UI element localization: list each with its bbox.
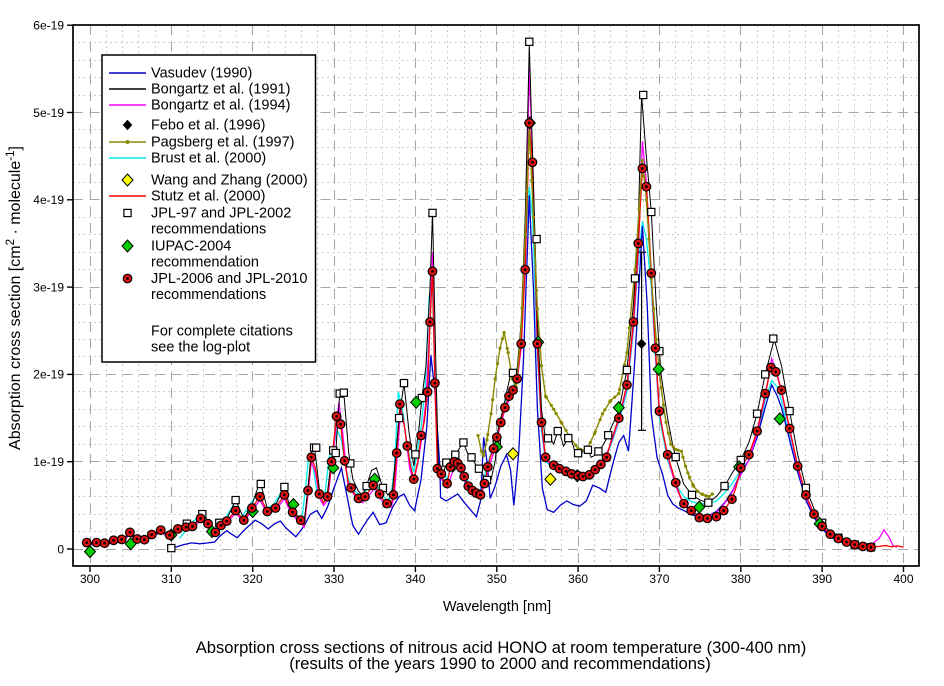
svg-text:Brust et al. (2000): Brust et al. (2000): [151, 151, 266, 167]
svg-text:Absorption cross sections of n: Absorption cross sections of nitrous aci…: [196, 638, 807, 657]
svg-text:Wang and Zhang (2000): Wang and Zhang (2000): [151, 173, 308, 189]
svg-text:Vasudev (1990): Vasudev (1990): [151, 66, 252, 82]
svg-text:Febo et al. (1996): Febo et al. (1996): [151, 118, 265, 134]
svg-text:Bongartz et al. (1994): Bongartz et al. (1994): [151, 98, 290, 114]
svg-text:recommendations: recommendations: [151, 287, 266, 303]
svg-text:recommendations: recommendations: [151, 222, 266, 238]
svg-text:360: 360: [568, 572, 588, 586]
svg-text:IUPAC-2004: IUPAC-2004: [151, 239, 231, 255]
svg-text:recommendation: recommendation: [151, 255, 259, 271]
svg-text:390: 390: [812, 572, 832, 586]
svg-text:For complete citations: For complete citations: [151, 324, 293, 340]
svg-text:Stutz et al. (2000): Stutz et al. (2000): [151, 189, 265, 205]
svg-text:Bongartz et al. (1991): Bongartz et al. (1991): [151, 82, 290, 98]
svg-text:Wavelength [nm]: Wavelength [nm]: [443, 599, 551, 615]
svg-text:400: 400: [893, 572, 913, 586]
svg-text:370: 370: [649, 572, 669, 586]
svg-text:1e-19: 1e-19: [33, 455, 64, 469]
svg-text:3e-19: 3e-19: [33, 280, 64, 294]
svg-text:380: 380: [731, 572, 751, 586]
svg-text:0: 0: [57, 542, 64, 556]
svg-text:320: 320: [243, 572, 263, 586]
svg-text:300: 300: [80, 572, 100, 586]
svg-text:340: 340: [405, 572, 425, 586]
svg-text:6e-19: 6e-19: [33, 19, 64, 33]
svg-text:(results of the years 1990 to: (results of the years 1990 to 2000 and r…: [289, 654, 711, 673]
svg-text:4e-19: 4e-19: [33, 193, 64, 207]
svg-text:2e-19: 2e-19: [33, 368, 64, 382]
svg-text:350: 350: [487, 572, 507, 586]
svg-text:5e-19: 5e-19: [33, 106, 64, 120]
svg-text:Pagsberg et al. (1997): Pagsberg et al. (1997): [151, 135, 294, 151]
svg-text:JPL-97 and JPL-2002: JPL-97 and JPL-2002: [151, 206, 291, 222]
svg-text:JPL-2006 and JPL-2010: JPL-2006 and JPL-2010: [151, 271, 307, 287]
svg-text:Absorption cross section [cm2: Absorption cross section [cm2 · molecule…: [5, 146, 24, 450]
svg-text:330: 330: [324, 572, 344, 586]
svg-text:310: 310: [161, 572, 181, 586]
svg-text:see the log-plot: see the log-plot: [151, 340, 250, 356]
